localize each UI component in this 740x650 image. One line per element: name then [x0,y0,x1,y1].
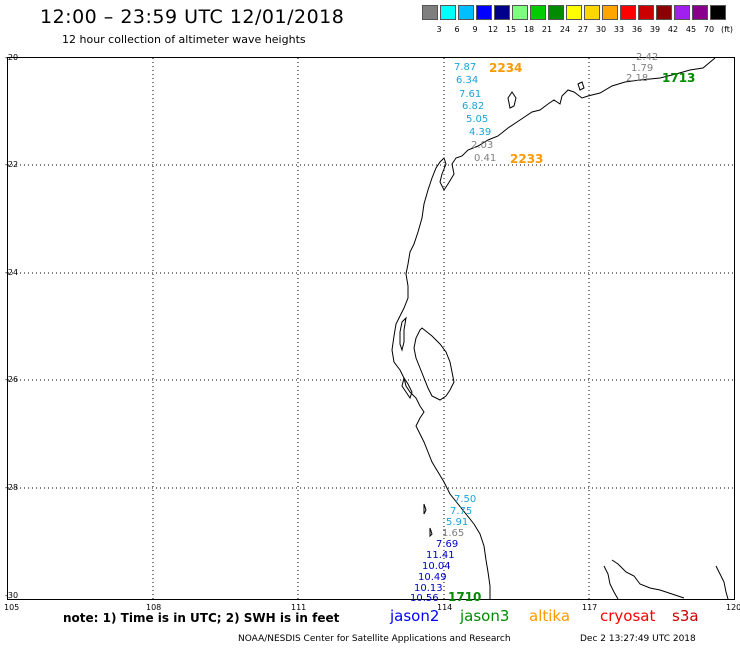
legend-swatch [656,5,672,20]
legend-unit: (ft) [720,25,734,34]
legend-label: 9 [472,25,478,34]
pass-time-label: 2234 [489,61,523,75]
legend-label: 30 [595,25,607,34]
legend-label: 15 [505,25,517,34]
lon-tick-label: 111 [291,603,307,612]
wave-height-label: 5.91 [446,517,469,528]
lat-tick-label: -20 [5,53,19,62]
wave-height-label: 4.39 [469,127,492,138]
legend-label: 33 [613,25,625,34]
wave-height-label: 10.56 [410,593,439,604]
legend-swatch [458,5,474,20]
legend-swatch [422,5,438,20]
timestamp-text: Dec 2 13:27:49 UTC 2018 [580,634,696,644]
wave-height-label: 7.61 [459,89,482,100]
legend-label: 42 [667,25,679,34]
lon-tick-label: 120 [726,603,740,612]
legend-swatch [638,5,654,20]
wave-height-label: 2.03 [471,140,494,151]
lat-tick-label: -24 [5,268,19,277]
legend-swatch [494,5,510,20]
legend-label: 39 [649,25,661,34]
wave-height-label: 2.42 [636,52,659,63]
legend-label: 70 [703,25,715,34]
legend-swatch [440,5,456,20]
legend-label: 3 [436,25,442,34]
legend-swatch [512,5,528,20]
wave-height-label: 0.41 [474,153,497,164]
graticule [8,58,734,599]
satellite-legend-s3a: s3a [672,607,699,625]
lat-tick-label: -30 [5,591,19,600]
lon-tick-label: 105 [4,603,20,612]
wave-height-label: 7.50 [454,494,477,505]
lon-tick-label: 108 [146,603,162,612]
legend-swatch [620,5,636,20]
lon-tick-label: 117 [582,603,598,612]
wave-height-label: 2.18 [626,73,649,84]
legend-swatch [548,5,564,20]
legend-label: 12 [487,25,499,34]
satellite-legend-jason2: jason2 [390,607,440,625]
legend-label: 36 [631,25,643,34]
lon-tick-label: 114 [437,603,453,612]
wave-height-label: 1.65 [442,528,465,539]
legend-swatch [566,5,582,20]
satellite-legend-altika: altika [529,607,571,625]
pass-time-label: 1713 [662,71,696,85]
wave-height-label: 10.49 [418,572,447,583]
pass-time-label: 1710 [448,590,482,604]
wave-height-label: 10.04 [422,561,451,572]
satellite-legend-cryosat: cryosat [600,607,656,625]
legend-label: 45 [685,25,697,34]
legend-swatch [584,5,600,20]
map-frame [7,57,735,600]
wave-height-label: 7.87 [454,62,477,73]
wave-height-label: 5.05 [466,114,489,125]
legend-swatch [602,5,618,20]
legend-label: 21 [541,25,553,34]
lat-tick-label: -22 [5,160,19,169]
wave-height-label: 7.69 [436,539,459,550]
page-subtitle: 12 hour collection of altimeter wave hei… [62,33,306,46]
wave-height-label: 6.34 [456,75,479,86]
legend-label: 24 [559,25,571,34]
wave-height-label: 11.41 [426,550,455,561]
lat-tick-label: -26 [5,375,19,384]
coastline [391,57,729,600]
legend-label: 18 [523,25,535,34]
legend-swatch [476,5,492,20]
legend-swatch [674,5,690,20]
page-title: 12:00 – 23:59 UTC 12/01/2018 [40,6,345,28]
wave-height-label: 1.79 [631,63,654,74]
legend-label: 27 [577,25,589,34]
credit-text: NOAA/NESDIS Center for Satellite Applica… [238,634,511,644]
legend-swatch [710,5,726,20]
wave-height-label: 6.82 [462,101,485,112]
legend-swatch [530,5,546,20]
wave-height-label: 10.13 [414,583,443,594]
wave-height-label: 7.75 [450,506,473,517]
lat-tick-label: -28 [5,483,19,492]
units-note: note: 1) Time is in UTC; 2) SWH is in fe… [63,611,340,625]
satellite-legend-jason3: jason3 [460,607,510,625]
legend-swatch [692,5,708,20]
pass-time-label: 2233 [510,152,544,166]
legend-label: 6 [454,25,460,34]
